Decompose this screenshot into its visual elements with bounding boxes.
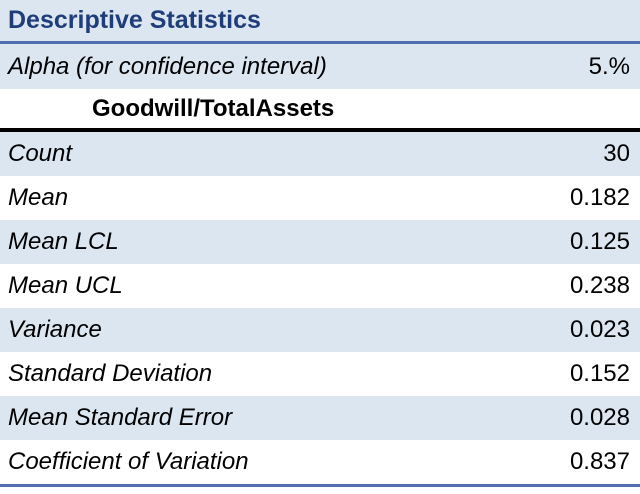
- stat-value: 30: [603, 140, 630, 167]
- column-header: Goodwill/TotalAssets: [92, 94, 335, 122]
- stat-label: Mean: [8, 184, 69, 211]
- stat-label: Coefficient of Variation: [8, 448, 249, 475]
- stat-label: Variance: [8, 316, 102, 343]
- alpha-label: Alpha (for confidence interval): [8, 52, 327, 80]
- stat-row-mean: Mean 0.182: [0, 176, 640, 220]
- stat-row-coefficient-of-variation: Coefficient of Variation 0.837: [0, 440, 640, 484]
- stat-value: 0.238: [569, 272, 630, 299]
- stat-value: 0.837: [569, 448, 630, 475]
- title-row: Descriptive Statistics: [0, 0, 640, 44]
- stat-row-standard-deviation: Standard Deviation 0.152: [0, 352, 640, 396]
- stat-label: Standard Deviation: [8, 360, 213, 387]
- stat-value: 0.023: [569, 316, 630, 343]
- stat-row-mean-standard-error: Mean Standard Error 0.028: [0, 396, 640, 440]
- stat-value: 0.125: [569, 228, 630, 255]
- stat-label: Count: [8, 140, 73, 167]
- stat-label: Mean LCL: [8, 228, 119, 255]
- column-header-row: Goodwill/TotalAssets: [0, 89, 640, 132]
- stat-value: 0.152: [569, 360, 630, 387]
- stat-label: Mean UCL: [8, 272, 123, 299]
- alpha-row: Alpha (for confidence interval) 5.%: [0, 44, 640, 89]
- stat-row-count: Count 30: [0, 132, 640, 176]
- stat-value: 0.028: [569, 404, 630, 431]
- table-title: Descriptive Statistics: [8, 6, 261, 34]
- stat-row-variance: Variance 0.023: [0, 308, 640, 352]
- stat-value: 0.182: [569, 184, 630, 211]
- bottom-rule: [0, 484, 640, 487]
- stat-label: Mean Standard Error: [8, 404, 233, 431]
- stat-row-mean-lcl: Mean LCL 0.125: [0, 220, 640, 264]
- alpha-value: 5.%: [588, 52, 630, 80]
- stat-row-mean-ucl: Mean UCL 0.238: [0, 264, 640, 308]
